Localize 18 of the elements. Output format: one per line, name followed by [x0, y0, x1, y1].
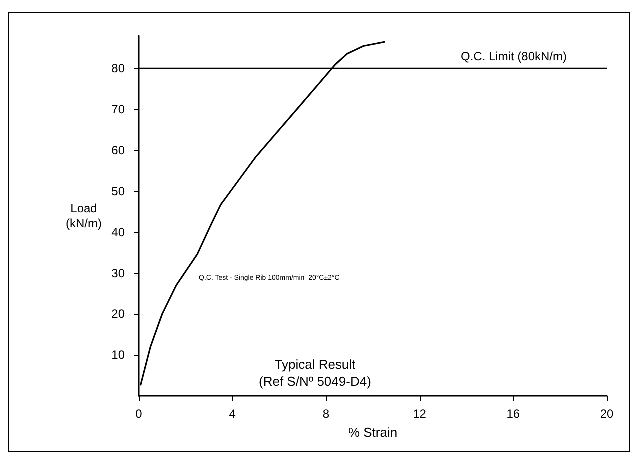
y-tick-label: 30 — [112, 266, 126, 280]
y-tick-label: 60 — [112, 144, 126, 158]
x-tick-label: 12 — [413, 407, 427, 421]
y-tick-label: 20 — [112, 307, 126, 322]
y-tick-label: 70 — [112, 102, 126, 117]
x-tick-label: 0 — [136, 407, 143, 421]
x-tick-label: 4 — [229, 407, 236, 421]
x-tick-label: 16 — [506, 407, 520, 421]
y-tick-label: 80 — [112, 62, 126, 76]
x-axis-title: % Strain — [348, 425, 398, 440]
y-tick-label: 50 — [112, 184, 126, 198]
x-tick-label: 20 — [600, 407, 614, 421]
y-tick-label: 10 — [112, 348, 126, 362]
y-axis-title: Load (kN/m) — [66, 202, 102, 230]
ref-line-label: Q.C. Limit (80kN/m) — [460, 50, 567, 64]
y-tick-label: 40 — [112, 225, 126, 240]
annotation: Typical Result (Ref S/Nº 5049-D4) — [258, 357, 372, 389]
x-tick-label: 8 — [322, 407, 330, 421]
